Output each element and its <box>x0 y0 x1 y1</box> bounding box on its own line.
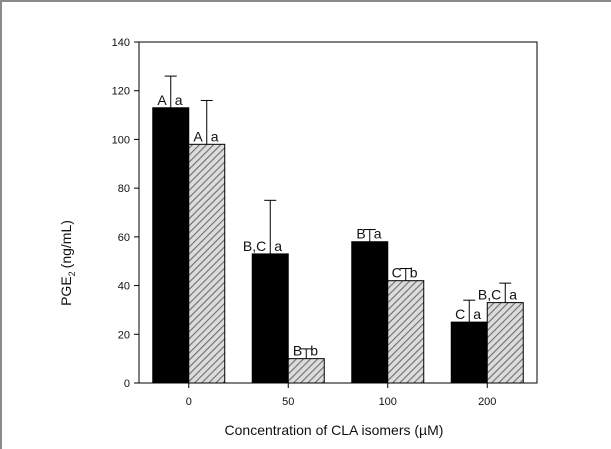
bar <box>188 143 226 384</box>
y-axis-label-subscript: 2 <box>67 271 77 276</box>
x-tick-label: 50 <box>282 396 294 408</box>
x-tick-label: 0 <box>186 396 192 408</box>
x-axis-label: Concentration of CLA isomers (µM) <box>225 422 444 438</box>
sig-letter-label: a <box>211 128 219 144</box>
y-tick-label: 20 <box>118 329 130 341</box>
x-tick-label: 200 <box>478 396 496 408</box>
y-tick-label: 40 <box>118 281 130 293</box>
y-axis-label-main: PGE <box>58 276 74 306</box>
y-axis-label: PGE2 (ng/mL) <box>58 220 77 306</box>
group-letter-label: C <box>455 306 465 322</box>
bar <box>486 302 524 384</box>
sig-letter-label: b <box>310 343 318 359</box>
y-axis-label-unit: (ng/mL) <box>58 220 74 268</box>
x-tick-label: 100 <box>379 396 397 408</box>
sig-letter-label: b <box>410 265 418 281</box>
group-letter-label: A <box>157 92 167 108</box>
group-letter-label: B,C <box>478 287 501 303</box>
sig-letter-label: a <box>473 306 481 322</box>
group-letter-label: A <box>193 128 203 144</box>
sig-letter-label: a <box>374 226 382 242</box>
bar <box>351 241 389 384</box>
y-tick-label: 140 <box>112 37 130 49</box>
bar <box>450 321 488 384</box>
group-letter-label: C <box>392 265 402 281</box>
y-tick-label: 100 <box>112 134 130 146</box>
y-tick-label: 120 <box>112 86 130 98</box>
sig-letter-label: a <box>509 287 517 303</box>
y-tick-label: 60 <box>118 232 130 244</box>
y-tick-label: 80 <box>118 183 130 195</box>
plot-frame <box>138 41 538 384</box>
group-letter-label: B <box>293 343 302 359</box>
bar <box>387 280 425 384</box>
bar <box>152 107 190 384</box>
sig-letter-label: a <box>274 238 282 254</box>
axes: 0 20 40 60 80 100 120 140 0 50 100 200 <box>112 37 538 408</box>
bars <box>152 75 524 384</box>
y-tick-label: 0 <box>124 378 130 390</box>
bar <box>287 358 325 384</box>
group-letter-label: B,C <box>243 238 266 254</box>
group-letter-label: B <box>356 226 365 242</box>
bar <box>251 253 289 384</box>
sig-letter-label: a <box>175 92 183 108</box>
